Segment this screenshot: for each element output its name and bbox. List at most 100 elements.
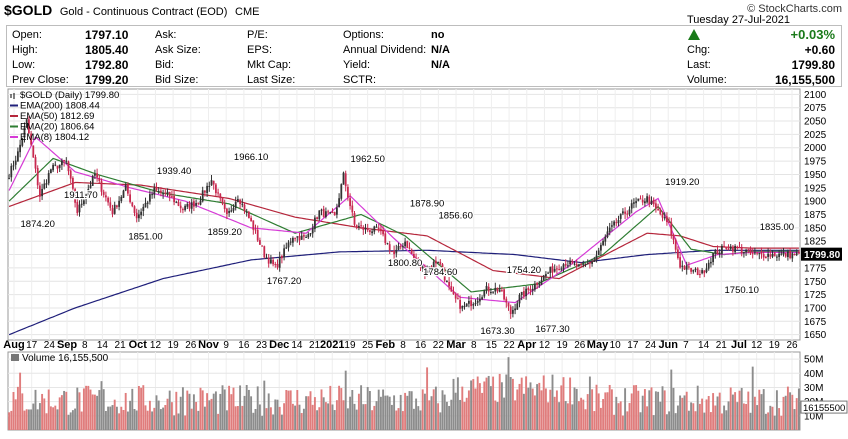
candle-body bbox=[787, 251, 789, 258]
candle-body bbox=[421, 266, 424, 269]
volume-bar bbox=[14, 399, 17, 430]
volume-bar bbox=[555, 390, 558, 430]
last-price-tag bbox=[801, 247, 842, 261]
volume-bar bbox=[507, 357, 510, 430]
candle-body bbox=[571, 260, 574, 263]
volume-bar bbox=[494, 400, 497, 430]
volume-bar bbox=[448, 405, 451, 430]
volume-bar bbox=[197, 410, 200, 430]
candle-body bbox=[714, 250, 717, 254]
quote-options-value: no bbox=[431, 29, 445, 41]
volume-bar bbox=[384, 395, 387, 430]
volume-bar bbox=[214, 391, 217, 430]
volume-bar bbox=[613, 414, 616, 430]
ema50-line bbox=[8, 181, 799, 280]
volume-bar bbox=[267, 393, 270, 430]
candle-body bbox=[551, 266, 554, 273]
volume-bar bbox=[606, 392, 609, 430]
candle-body bbox=[562, 264, 565, 270]
candle-body bbox=[155, 187, 158, 191]
volume-bar bbox=[465, 397, 468, 430]
x-tick-label: Sep bbox=[57, 339, 77, 351]
volume-bar bbox=[703, 412, 706, 430]
volume-bar bbox=[34, 389, 37, 430]
candle-body bbox=[512, 309, 514, 314]
x-tick-label: 26 bbox=[786, 340, 798, 351]
volume-bar bbox=[388, 396, 391, 430]
x-tick-label: 12 bbox=[150, 340, 162, 351]
legend-entry: EMA(200) 1808.44 bbox=[20, 101, 100, 112]
candle-body bbox=[679, 257, 681, 268]
volume-bar bbox=[577, 401, 580, 430]
volume-bar bbox=[760, 394, 763, 430]
candle-body bbox=[487, 286, 490, 292]
volume-bar bbox=[225, 410, 228, 430]
candle-body bbox=[716, 250, 719, 255]
volume-bar bbox=[762, 389, 765, 430]
candle-body bbox=[428, 266, 431, 271]
quote-bidsize-label: Bid Size: bbox=[155, 74, 199, 86]
volume-bar bbox=[353, 403, 356, 430]
volume-bar bbox=[65, 391, 68, 430]
volume-bar bbox=[727, 401, 730, 430]
volume-bar bbox=[496, 402, 499, 430]
volume-bar bbox=[140, 387, 143, 430]
candle-body bbox=[320, 209, 323, 211]
candle-body bbox=[446, 280, 448, 282]
volume-bar bbox=[179, 396, 182, 430]
quote-prevclose-value: 1799.20 bbox=[85, 73, 129, 87]
volume-bar bbox=[619, 401, 622, 430]
volume-bar bbox=[417, 406, 420, 430]
volume-bar bbox=[500, 382, 503, 430]
candle-body bbox=[767, 253, 769, 257]
volume-bar bbox=[771, 406, 774, 430]
candle-body bbox=[628, 209, 631, 215]
candle-body bbox=[637, 198, 640, 201]
quote-panel: Open: 1797.10 High: 1805.40 Low: 1792.80… bbox=[6, 14, 842, 87]
candle-body bbox=[355, 225, 358, 228]
volume-bar bbox=[542, 375, 545, 430]
volume-panel bbox=[7, 351, 801, 431]
volume-bar bbox=[329, 385, 332, 430]
candle-body bbox=[655, 203, 657, 209]
volume-bar bbox=[162, 407, 165, 430]
candle-body bbox=[426, 270, 428, 276]
candle-body bbox=[705, 268, 708, 273]
volume-bar bbox=[89, 389, 92, 430]
volume-bar bbox=[289, 390, 292, 430]
volume-bar bbox=[133, 409, 136, 430]
candle-body bbox=[793, 253, 796, 256]
volume-bar bbox=[498, 373, 501, 430]
volume-bar bbox=[43, 398, 46, 430]
candle-body bbox=[694, 268, 697, 270]
candle-body bbox=[558, 269, 560, 271]
candle-body bbox=[223, 203, 226, 209]
volume-bar bbox=[679, 395, 682, 430]
volume-bar bbox=[714, 405, 717, 430]
candle-body bbox=[630, 203, 633, 209]
volume-bar bbox=[175, 391, 178, 430]
candle-body bbox=[151, 194, 153, 196]
volume-bar bbox=[362, 404, 365, 430]
volume-bar bbox=[690, 402, 693, 430]
volume-bar bbox=[784, 395, 787, 430]
candle-body bbox=[666, 216, 668, 223]
candle-body bbox=[87, 189, 90, 195]
price-tick-label: 2000 bbox=[804, 143, 827, 154]
volume-bar bbox=[208, 400, 211, 430]
volume-bar bbox=[144, 405, 147, 430]
volume-bar bbox=[250, 396, 253, 430]
candle-body bbox=[435, 260, 437, 264]
candle-body bbox=[331, 211, 334, 214]
quote-volume-label: Volume: bbox=[687, 74, 727, 86]
volume-bar bbox=[115, 406, 118, 430]
candle-body bbox=[124, 184, 127, 191]
candle-body bbox=[72, 177, 74, 189]
candle-body bbox=[199, 200, 202, 205]
volume-bar bbox=[740, 387, 743, 430]
candle-body bbox=[243, 204, 246, 212]
candle-body bbox=[608, 227, 611, 232]
candle-body bbox=[424, 267, 426, 275]
volume-bar bbox=[265, 408, 268, 430]
candle-body bbox=[736, 246, 739, 249]
